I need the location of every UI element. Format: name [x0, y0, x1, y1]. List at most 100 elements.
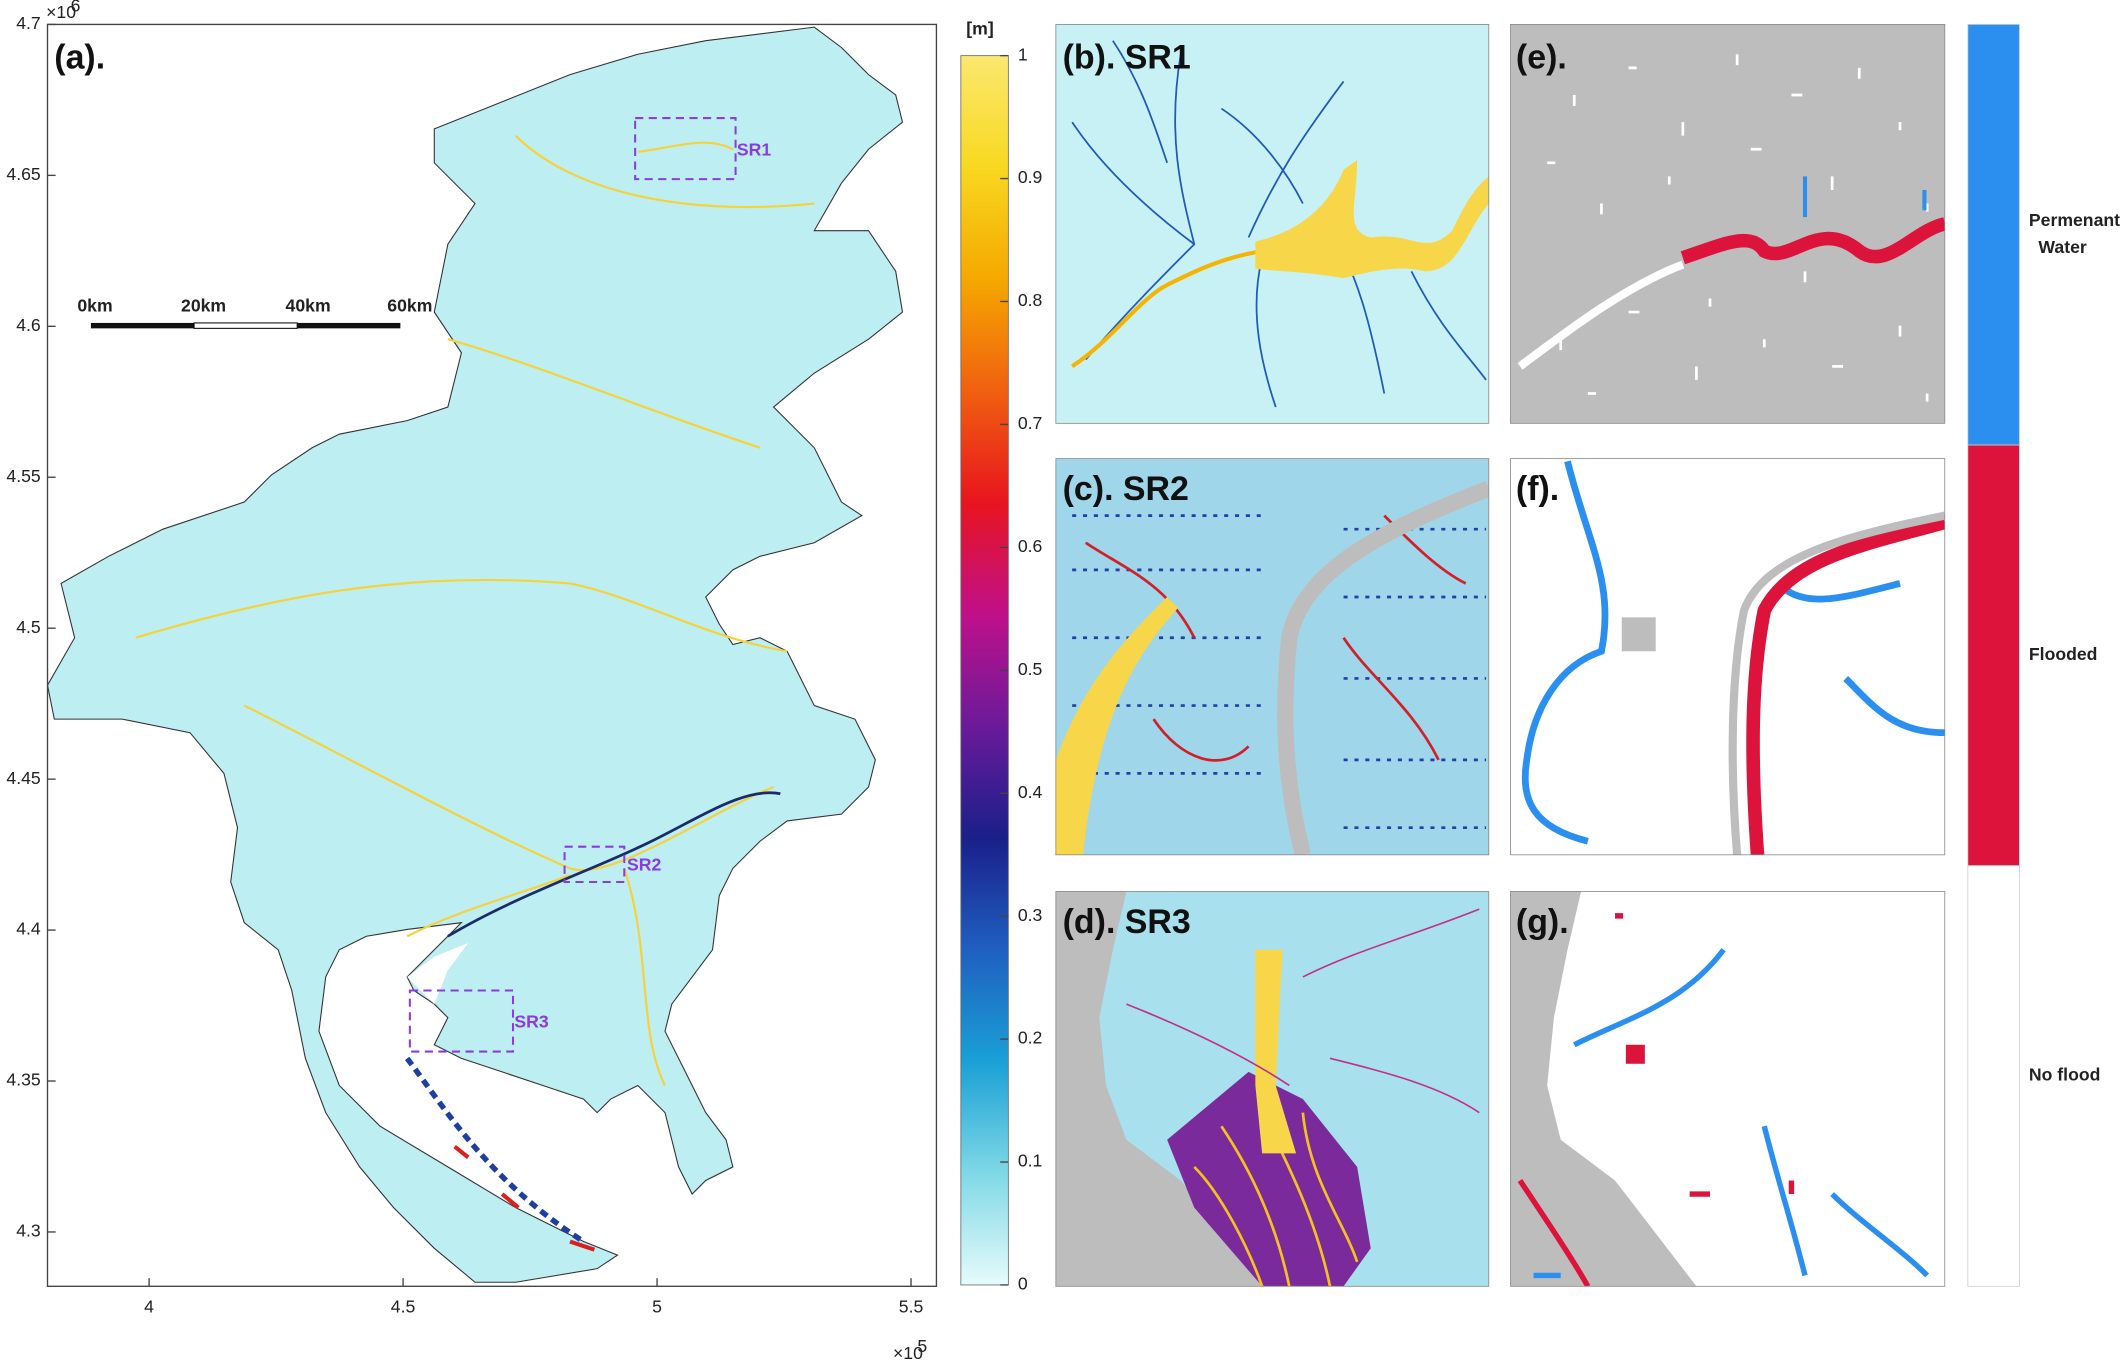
- main-river: [447, 791, 781, 938]
- region-label: SR1: [737, 139, 771, 159]
- legend-label: Water: [2038, 237, 2086, 257]
- basin: [47, 26, 904, 1283]
- x-tick-label: 5.5: [899, 1297, 924, 1317]
- scale-bar: 0km 20km 40km 60km: [77, 295, 432, 329]
- gray-patch: [1621, 617, 1656, 652]
- class-map: [1510, 24, 1945, 424]
- sea: [1510, 891, 1697, 1287]
- region-label: SR3: [514, 1012, 548, 1032]
- depth-map: [1055, 24, 1489, 424]
- colorbar-tick-label: 0.5: [1018, 659, 1043, 679]
- colorbar-tick-label: 0.7: [1018, 413, 1043, 433]
- x-tick-label: 5: [652, 1297, 662, 1317]
- sea: [1055, 891, 1263, 1287]
- panel-label: (a).: [54, 39, 105, 77]
- scale-label: 20km: [181, 295, 226, 315]
- region-box: [563, 845, 626, 883]
- x-multiplier: ×10: [893, 1343, 923, 1363]
- scale-bar-black: [297, 322, 401, 329]
- panel-label: (c). SR2: [1063, 470, 1189, 508]
- background: [1055, 24, 1489, 424]
- flood-area: [404, 1056, 586, 1244]
- frame: [1055, 458, 1490, 856]
- scale-label: 60km: [387, 295, 432, 315]
- scale-bar-white: [193, 322, 298, 329]
- scale-bar-black: [90, 322, 195, 329]
- river: [1728, 511, 1945, 855]
- colorbar-tick-label: 0.9: [1018, 167, 1043, 187]
- region-label: SR2: [627, 854, 661, 874]
- legend-label: Flooded: [2029, 644, 2098, 664]
- y-tick-label: 4.7: [16, 13, 41, 33]
- stream: [135, 134, 815, 1086]
- y-multiplier: ×10: [46, 2, 76, 22]
- class-map: [1510, 458, 1945, 855]
- no-flood-specks: [1532, 54, 1929, 402]
- delta: [1167, 1071, 1371, 1287]
- legend-label: No flood: [2029, 1065, 2100, 1085]
- basin-map: [47, 26, 904, 1283]
- colorbar-tick-label: 0.4: [1018, 782, 1043, 802]
- panel-label: (b). SR1: [1063, 39, 1191, 77]
- panel-label: (f).: [1516, 470, 1559, 508]
- legend-label: Permenant: [2029, 210, 2120, 230]
- frame: [1510, 891, 1946, 1287]
- yellow-channel: [1055, 597, 1178, 855]
- lake: [407, 943, 469, 1005]
- frame: [1055, 24, 1490, 424]
- main-river: [1277, 480, 1489, 855]
- legend-swatch: [1967, 24, 2020, 446]
- streams: [1126, 908, 1480, 1114]
- y-tick-label: 4.5: [16, 617, 41, 637]
- colorbar-tick-label: 0: [1018, 1274, 1028, 1294]
- y-tick-label: 4.55: [6, 466, 41, 486]
- colorbar-unit: [m]: [966, 19, 993, 39]
- panel-frames: [1055, 24, 1946, 1287]
- background: [1510, 458, 1945, 855]
- x-tick-label: 4: [144, 1297, 154, 1317]
- y-tick-label: 4.3: [16, 1221, 41, 1241]
- y-tick-label: 4.6: [16, 315, 41, 335]
- y-tick-label: 4.35: [6, 1070, 41, 1090]
- colorbar-tick-label: 0.2: [1018, 1028, 1043, 1048]
- flooded: [1517, 913, 1795, 1287]
- y-tick-label: 4.4: [16, 919, 41, 939]
- scale-label: 40km: [286, 295, 331, 315]
- reservoir: [1255, 160, 1489, 279]
- colorbar-tick-label: 1: [1018, 44, 1028, 64]
- water-edge: [1802, 176, 1927, 218]
- channel: [1071, 249, 1263, 369]
- streams: [135, 134, 815, 1086]
- delta-channels: [1193, 1112, 1359, 1287]
- depth-map: [1055, 458, 1489, 855]
- colorbar-tick-label: 0.6: [1018, 536, 1043, 556]
- flooded-reservoir: [1680, 217, 1945, 265]
- legend-swatch: [1967, 865, 2020, 1287]
- frame: [1055, 891, 1490, 1287]
- background: [1510, 24, 1945, 424]
- depth-map: [1055, 891, 1489, 1287]
- flood-hot: [453, 1144, 596, 1252]
- colorbar-tick-label: 0.1: [1018, 1151, 1043, 1171]
- streams: [1071, 40, 1487, 408]
- y-tick-label: 4.65: [6, 164, 41, 184]
- scale-label: 0km: [77, 295, 112, 315]
- water: [1533, 948, 1930, 1279]
- axes-frame: [46, 23, 938, 1287]
- legend-swatch: [1967, 444, 2020, 867]
- x-exponent: 5: [917, 1336, 927, 1356]
- panel-label: (e).: [1516, 39, 1567, 77]
- flooded: [1746, 515, 1945, 855]
- white-channel: [1517, 260, 1685, 370]
- x-tick-label: 4.5: [391, 1297, 416, 1317]
- y-exponent: 6: [71, 0, 81, 15]
- yellow-channel: [1255, 949, 1297, 1154]
- colorbar-tick-label: 0.8: [1018, 290, 1043, 310]
- panel-label: (g).: [1516, 903, 1569, 941]
- frame: [1510, 24, 1946, 424]
- frame: [1510, 458, 1946, 856]
- y-tick-label: 4.45: [6, 768, 41, 788]
- panel-label: (d). SR3: [1063, 903, 1191, 941]
